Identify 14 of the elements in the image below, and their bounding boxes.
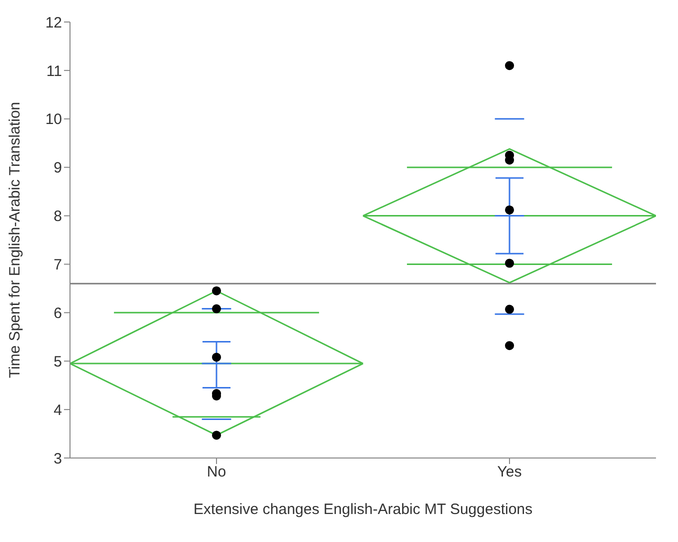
y-axis-title: Time Spent for English-Arabic Translation	[6, 102, 24, 378]
y-tick-label: 5	[54, 353, 62, 370]
y-tick-label: 10	[45, 111, 62, 128]
y-tick-label: 3	[54, 450, 62, 468]
y-tick-label: 4	[54, 402, 62, 419]
y-tick-label: 11	[46, 62, 62, 80]
y-tick-label: 7	[54, 256, 62, 274]
y-tick-label: 12	[45, 14, 62, 32]
x-axis-title: Extensive changes English-Arabic MT Suggestions	[193, 501, 533, 518]
y-tick-label: 6	[54, 304, 62, 322]
x-tick-label: Yes	[497, 464, 522, 481]
y-tick-label: 8	[54, 208, 62, 226]
y-tick-label: 9	[54, 160, 62, 177]
x-tick-label: No	[206, 464, 226, 481]
